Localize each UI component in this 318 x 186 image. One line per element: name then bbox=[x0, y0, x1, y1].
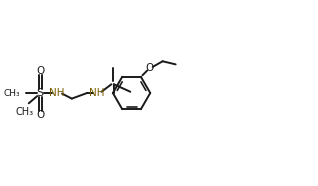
Text: O: O bbox=[36, 66, 45, 76]
Text: CH₃: CH₃ bbox=[16, 107, 34, 117]
Text: CH₃: CH₃ bbox=[4, 89, 20, 97]
Text: O: O bbox=[36, 110, 45, 120]
Text: NH: NH bbox=[89, 88, 105, 98]
Text: NH: NH bbox=[49, 88, 64, 98]
Text: S: S bbox=[37, 88, 44, 98]
Text: O: O bbox=[146, 63, 154, 73]
